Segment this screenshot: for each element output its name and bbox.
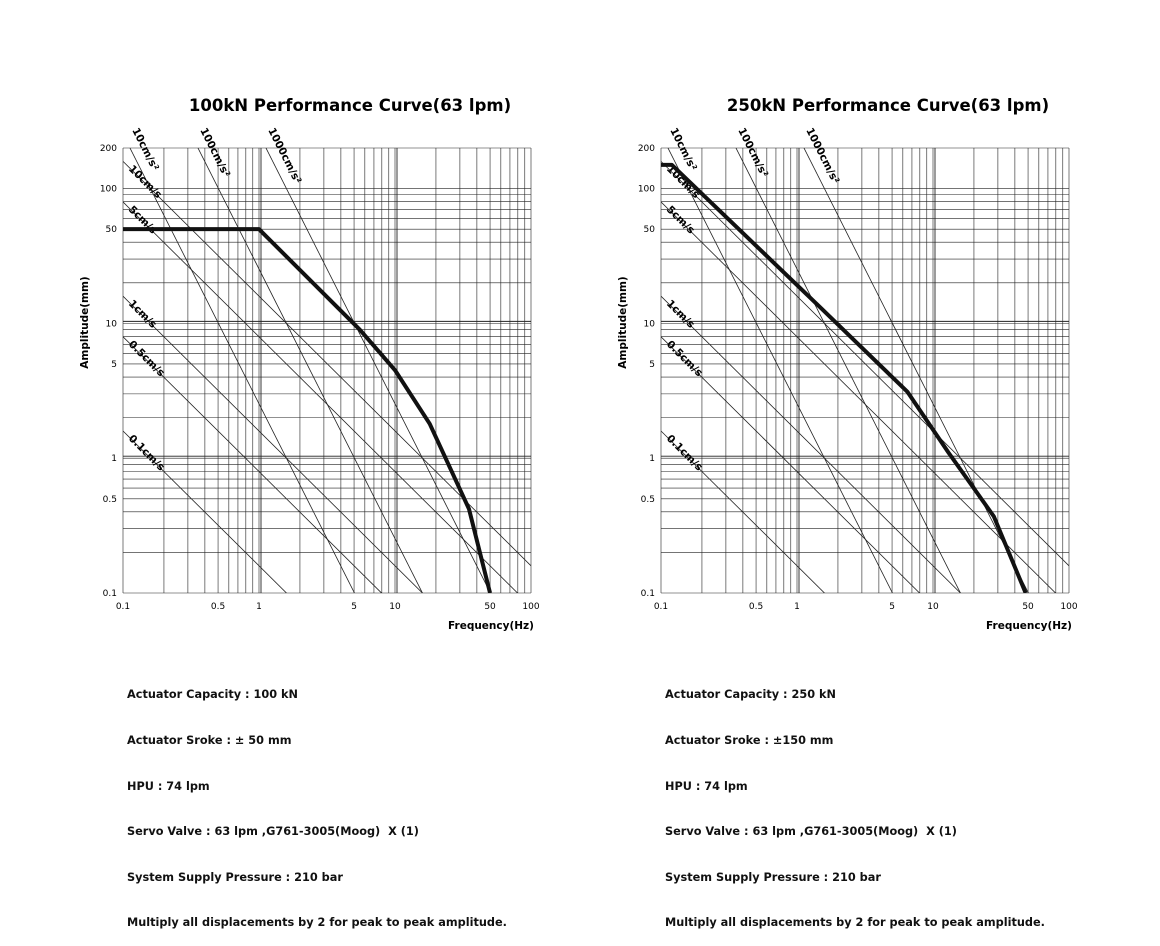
y-tick-label: 5 <box>111 360 117 370</box>
performance-curve <box>123 227 492 593</box>
y-tick-label: 200 <box>638 144 655 154</box>
reference-lines <box>123 148 531 593</box>
spec-line: Actuator Capacity : 100 kN <box>127 688 298 702</box>
x-tick-labels: 0.1 0.5 1 5 10 50 100 <box>654 602 1078 612</box>
x-tick-label: 1 <box>256 602 262 612</box>
x-axis-label: Frequency(Hz) <box>448 620 534 632</box>
reference-line-label: 5cm/s <box>126 204 159 237</box>
reference-line <box>123 161 531 567</box>
y-axis-label: Amplitude(mm) <box>617 276 629 368</box>
reference-line <box>661 295 962 593</box>
x-tick-label: 100 <box>522 602 539 612</box>
chart-title: 100kN Performance Curve(63 lpm) <box>189 96 511 115</box>
x-tick-label: 50 <box>484 602 496 612</box>
reference-line-label: 100cm/s² <box>735 126 770 180</box>
x-tick-label: 10 <box>389 602 401 612</box>
reference-line <box>123 430 288 593</box>
reference-line <box>661 336 921 593</box>
x-tick-label: 0.5 <box>749 602 763 612</box>
chart-title: 250kN Performance Curve(63 lpm) <box>727 96 1049 115</box>
y-tick-labels: 0.1 0.5 1 5 10 50 100 200 <box>100 144 117 599</box>
grid-major <box>661 148 1069 593</box>
reference-line-label: 0.1cm/s <box>126 433 167 474</box>
reference-line <box>123 201 519 593</box>
y-tick-label: 0.5 <box>641 495 655 505</box>
reference-line <box>129 148 355 593</box>
y-tick-labels: 0.1 0.5 1 5 10 50 100 200 <box>638 144 655 599</box>
reference-line-label: 100cm/s² <box>197 126 232 180</box>
chart-100kn: 100kN Performance Curve(63 lpm) 10cm/s² 10… <box>0 0 540 640</box>
reference-line-label: 1cm/s <box>126 298 159 331</box>
spec-line: Multiply all displacements by 2 for peak… <box>127 916 507 930</box>
spec-line: Servo Valve : 63 lpm ,G761-3005(Moog) X … <box>127 825 419 839</box>
x-tick-label: 0.5 <box>211 602 225 612</box>
reference-line <box>661 201 1057 593</box>
x-tick-labels: 0.1 0.5 1 5 10 50 100 <box>116 602 540 612</box>
spec-100kn: Actuator Capacity : 100 kN Actuator Srok… <box>127 657 507 946</box>
spec-250kn: Actuator Capacity : 250 kN Actuator Srok… <box>665 657 1045 946</box>
y-tick-label: 5 <box>649 360 655 370</box>
reference-line-label: 1cm/s <box>664 298 697 331</box>
x-tick-label: 0.1 <box>654 602 668 612</box>
y-tick-label: 0.1 <box>103 589 117 599</box>
x-axis-label: Frequency(Hz) <box>986 620 1072 632</box>
spec-line: System Supply Pressure : 210 bar <box>127 870 343 884</box>
spec-line: Servo Valve : 63 lpm ,G761-3005(Moog) X … <box>665 825 957 839</box>
reference-line-label: 1000cm/s² <box>803 126 841 186</box>
y-tick-label: 0.1 <box>641 589 655 599</box>
reference-line-label: 5cm/s <box>664 204 697 237</box>
performance-curve <box>661 162 1028 593</box>
x-tick-label: 10 <box>927 602 939 612</box>
reference-line <box>123 336 383 593</box>
y-axis-label: Amplitude(mm) <box>79 276 91 368</box>
spec-line: Multiply all displacements by 2 for peak… <box>665 916 1045 930</box>
y-tick-label: 50 <box>644 225 656 235</box>
x-tick-label: 100 <box>1060 602 1077 612</box>
reference-line <box>661 430 826 593</box>
y-tick-label: 200 <box>100 144 117 154</box>
x-tick-label: 1 <box>794 602 800 612</box>
spec-line: Actuator Capacity : 250 kN <box>665 688 836 702</box>
y-tick-label: 10 <box>644 319 656 329</box>
chart-250kn-svg: 250kN Performance Curve(63 lpm)10cm/s² 10… <box>617 96 1078 632</box>
y-tick-label: 100 <box>100 185 117 195</box>
grid <box>660 147 1070 594</box>
y-tick-label: 1 <box>111 454 117 464</box>
reference-line <box>661 161 1069 567</box>
spec-line: HPU : 74 lpm <box>665 779 748 793</box>
x-tick-label: 5 <box>351 602 357 612</box>
reference-line-label: 1000cm/s² <box>265 126 303 186</box>
spec-line: Actuator Sroke : ±150 mm <box>665 734 834 748</box>
chart-250kn: 250kN Performance Curve(63 lpm) 10cm/s² 10… <box>538 0 1078 640</box>
x-tick-label: 5 <box>889 602 895 612</box>
x-tick-label: 50 <box>1022 602 1034 612</box>
spec-line: Actuator Sroke : ± 50 mm <box>127 734 292 748</box>
grid-major <box>123 148 531 593</box>
reference-line <box>123 295 424 593</box>
y-tick-label: 0.5 <box>103 495 117 505</box>
reference-line <box>667 148 893 593</box>
spec-line: System Supply Pressure : 210 bar <box>665 870 881 884</box>
grid <box>122 147 532 594</box>
reference-line-label: 0.1cm/s <box>664 433 705 474</box>
reference-lines <box>661 148 1069 593</box>
y-tick-label: 100 <box>638 185 655 195</box>
chart-100kn-svg: 100kN Performance Curve(63 lpm)10cm/s² 10… <box>79 96 540 632</box>
x-tick-label: 0.1 <box>116 602 130 612</box>
spec-line: HPU : 74 lpm <box>127 779 210 793</box>
reference-labels: 10cm/s² 100cm/s² 1000cm/s²10cm/s5cm/s1cm/s… <box>126 126 304 473</box>
y-tick-label: 1 <box>649 454 655 464</box>
y-tick-label: 50 <box>106 225 118 235</box>
y-tick-label: 10 <box>106 319 118 329</box>
